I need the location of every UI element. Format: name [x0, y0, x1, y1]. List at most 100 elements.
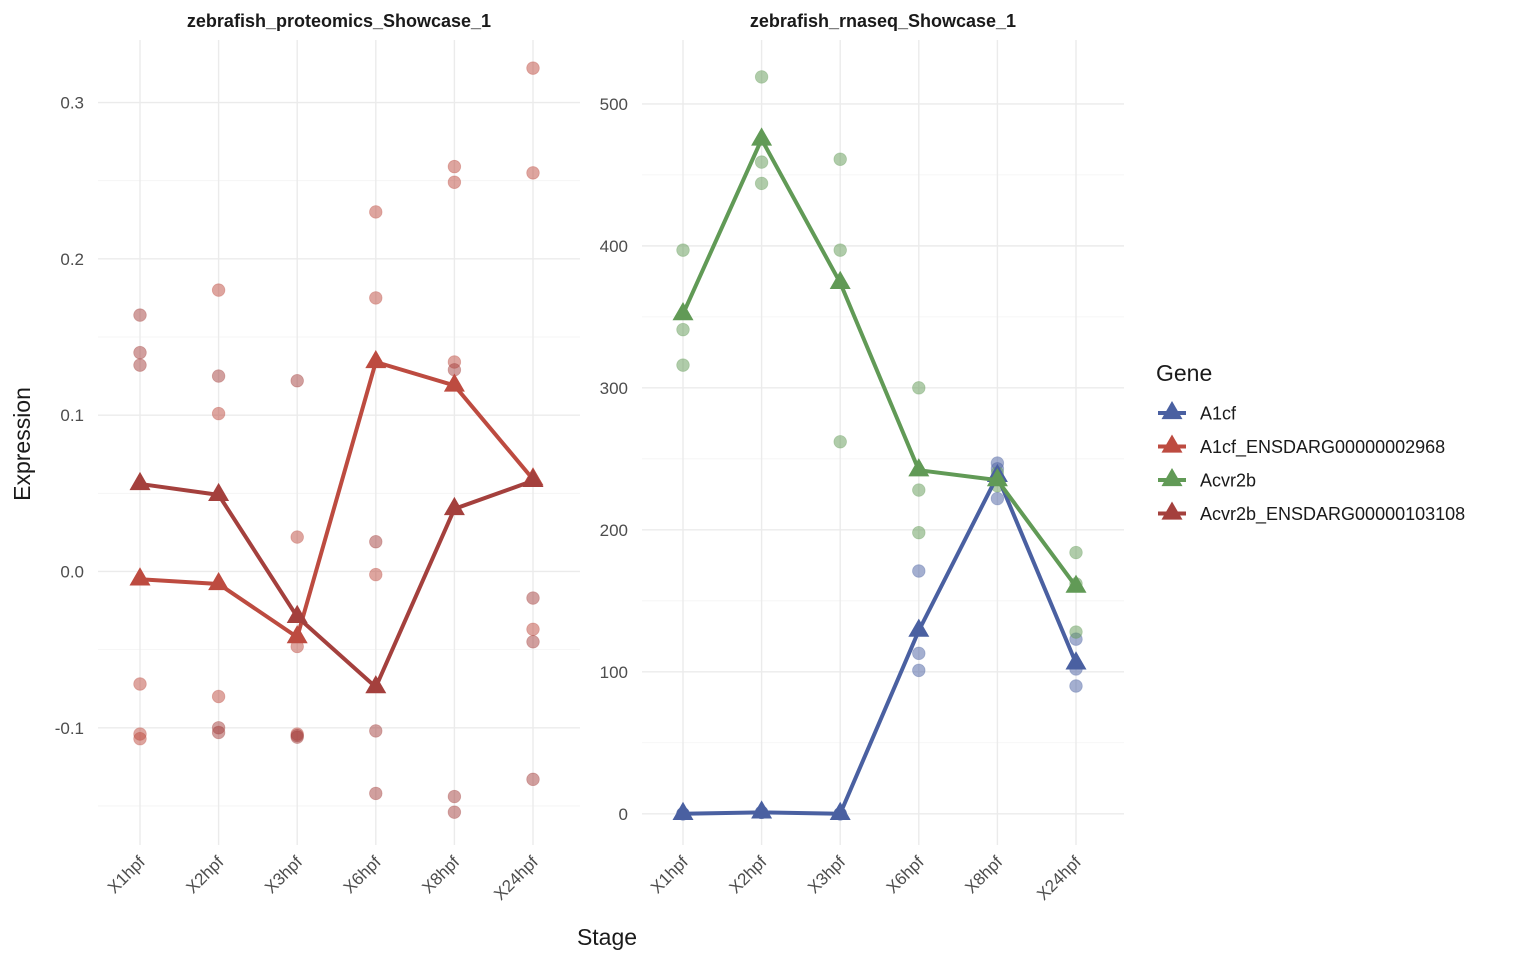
data-point — [526, 635, 540, 649]
data-point — [369, 567, 383, 582]
mean-marker — [672, 801, 694, 820]
series-A1cf — [672, 463, 1087, 820]
x-tick-labels: X1hpf X2hpf X3hpf X6hpf X8hpf X24hpf — [104, 852, 542, 904]
legend-key-marker — [1161, 434, 1183, 453]
mean-marker — [286, 625, 308, 644]
y-tick-labels: -0.1 0.0 0.1 0.2 0.3 — [55, 94, 84, 738]
series-Acvr2b_ENSDARG00000103108 — [129, 468, 544, 694]
x-tick-label: X1hpf — [647, 852, 692, 897]
mean-marker — [208, 482, 230, 502]
mean-marker — [286, 604, 308, 623]
mean-marker — [443, 496, 465, 516]
mean-marker — [908, 458, 930, 477]
data-point — [133, 308, 147, 322]
mean-marker — [129, 567, 151, 586]
data-point — [290, 374, 304, 388]
data-point — [526, 622, 540, 636]
data-point — [447, 159, 462, 174]
data-point — [211, 725, 226, 740]
legend-label: Acvr2b — [1200, 471, 1256, 491]
data-point — [526, 166, 540, 180]
data-point — [447, 175, 462, 189]
legend: Gene A1cf A1cf_ENSDARG00000002968 Acvr2b Acv… — [1156, 360, 1465, 525]
data-point — [833, 243, 847, 257]
series-line — [138, 360, 535, 640]
mean-marker — [443, 373, 465, 392]
data-point — [133, 358, 147, 372]
mean-marker — [129, 471, 151, 491]
mean-marker — [365, 675, 387, 694]
mean-marker — [672, 302, 694, 321]
mean-marker — [829, 801, 851, 820]
y-tick-label: 500 — [600, 95, 628, 114]
legend-label: Acvr2b_ENSDARG00000103108 — [1200, 504, 1465, 525]
x-tick-label: X2hpf — [183, 852, 228, 897]
y-tick-label: 200 — [600, 521, 628, 540]
data-point — [211, 406, 226, 421]
data-point — [211, 283, 226, 297]
data-point — [290, 728, 304, 743]
data-point — [211, 369, 226, 383]
data-point — [133, 732, 147, 746]
data-point — [369, 724, 383, 738]
x-axis-title: Stage — [577, 924, 637, 950]
data-point — [369, 291, 383, 305]
data-point — [369, 205, 383, 219]
minor-gridlines — [642, 174, 1124, 744]
data-point — [912, 381, 926, 395]
x-tick-label: X8hpf — [961, 852, 1006, 897]
x-tick-label: X6hpf — [883, 852, 928, 897]
data-point — [133, 345, 147, 360]
data-point — [990, 491, 1005, 506]
x-tick-label: X24hpf — [1033, 852, 1085, 904]
mean-marker — [522, 468, 544, 487]
data-point — [211, 689, 226, 704]
x-tick-label: X24hpf — [490, 852, 542, 904]
x-tick-labels: X1hpf X2hpf X3hpf X6hpf X8hpf X24hpf — [647, 852, 1085, 904]
x-tick-label: X8hpf — [418, 852, 463, 897]
data-point — [912, 663, 926, 678]
series-line — [681, 473, 1078, 816]
data-point — [912, 483, 926, 497]
data-point — [1069, 679, 1083, 693]
y-tick-label: 0.0 — [60, 562, 84, 581]
legend-title: Gene — [1156, 360, 1212, 386]
legend-entry: A1cf_ENSDARG00000002968 — [1158, 434, 1445, 458]
data-point — [1069, 625, 1083, 639]
series-Acvr2b — [672, 127, 1087, 593]
data-point — [526, 772, 540, 787]
data-points — [133, 61, 540, 819]
legend-entry: Acvr2b — [1158, 467, 1256, 491]
legend-key-marker — [1161, 501, 1183, 520]
data-point — [912, 525, 926, 540]
mean-marker — [1065, 651, 1087, 670]
mean-marker — [1065, 574, 1087, 593]
x-tick-label: X6hpf — [340, 852, 385, 897]
mean-marker — [208, 571, 230, 591]
mean-marker — [751, 127, 773, 146]
x-tick-label: X3hpf — [261, 852, 306, 897]
data-point — [754, 176, 769, 191]
mean-marker — [751, 800, 773, 819]
y-tick-label: -0.1 — [55, 719, 84, 738]
series-line — [138, 478, 535, 690]
y-tick-label: 0 — [619, 805, 628, 824]
data-point — [447, 805, 462, 819]
data-point — [526, 61, 540, 75]
mean-marker — [986, 468, 1008, 487]
data-point — [290, 530, 304, 544]
y-tick-label: 0.1 — [60, 406, 84, 425]
data-point — [833, 152, 847, 166]
data-points — [676, 70, 1083, 821]
x-tick-label: X1hpf — [104, 852, 149, 897]
series-A1cf_ENSDARG00000002968 — [129, 349, 544, 644]
y-tick-label: 100 — [600, 663, 628, 682]
data-point — [447, 789, 462, 804]
panel-2: 0 100 200 300 400 500 X1hpf X2hpf X3hpf X6hpf X8hp… — [600, 11, 1124, 904]
legend-label: A1cf — [1200, 404, 1237, 424]
data-point — [1069, 545, 1083, 560]
series-line — [681, 137, 1078, 589]
y-tick-label: 400 — [600, 237, 628, 256]
